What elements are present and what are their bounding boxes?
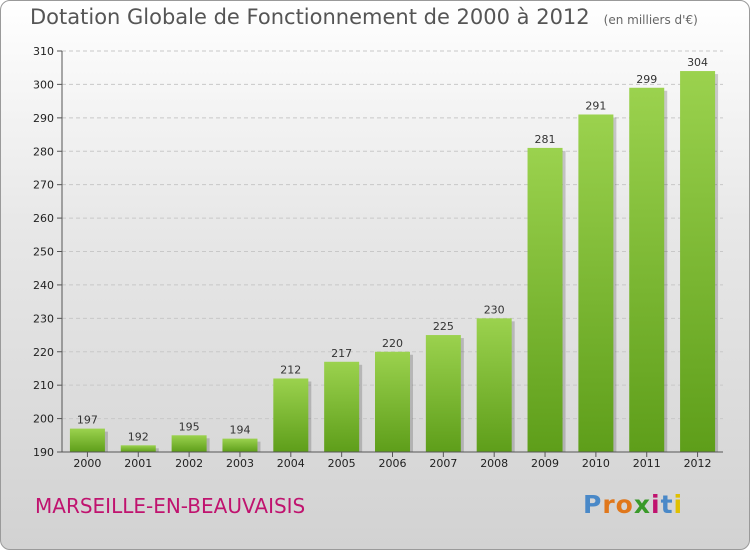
y-tick-label: 230 (33, 312, 54, 325)
x-tick-label: 2000 (73, 457, 101, 470)
data-label: 194 (229, 424, 250, 437)
bar-2012 (680, 71, 716, 453)
chart-title: Dotation Globale de Fonctionnement de 20… (30, 5, 698, 29)
data-label: 291 (585, 99, 606, 112)
logo-letter: t (660, 490, 674, 519)
bar-2010 (578, 114, 614, 452)
x-tick-label: 2008 (480, 457, 508, 470)
data-label: 195 (179, 420, 200, 433)
bar-2000 (69, 428, 105, 452)
x-tick-label: 2005 (328, 457, 356, 470)
x-tick-label: 2010 (582, 457, 610, 470)
y-tick-label: 270 (33, 179, 54, 192)
y-tick-label: 200 (33, 413, 54, 426)
bar-2005 (324, 361, 360, 452)
data-label: 220 (382, 337, 403, 350)
proxiti-logo[interactable]: Proxiti (583, 490, 683, 519)
x-tick-label: 2006 (379, 457, 407, 470)
logo-letter: P (583, 490, 603, 519)
bar-2003 (222, 438, 258, 452)
data-label: 217 (331, 347, 352, 360)
bar-2002 (171, 435, 207, 452)
data-label: 197 (77, 414, 98, 427)
y-tick-label: 290 (33, 112, 54, 125)
commune-name: MARSEILLE-EN-BEAUVAISIS (35, 494, 306, 518)
x-tick-label: 2001 (124, 457, 152, 470)
logo-letter: i (651, 490, 661, 519)
y-tick-label: 250 (33, 246, 54, 259)
x-tick-label: 2011 (633, 457, 661, 470)
title-text: Dotation Globale de Fonctionnement de 20… (30, 5, 590, 29)
logo-letter: i (673, 490, 684, 519)
y-tick-label: 280 (33, 145, 54, 158)
bar-2001 (120, 445, 156, 452)
data-label: 212 (280, 363, 301, 376)
bar-2008 (476, 318, 512, 452)
y-tick-label: 260 (33, 212, 54, 225)
x-tick-label: 2004 (277, 457, 305, 470)
y-tick-label: 190 (33, 446, 54, 459)
x-tick-label: 2009 (531, 457, 559, 470)
bar-2004 (273, 378, 309, 452)
x-tick-label: 2012 (684, 457, 712, 470)
data-label: 192 (128, 430, 149, 443)
bar-2009 (527, 147, 563, 453)
y-tick-label: 210 (33, 379, 54, 392)
x-tick-label: 2002 (175, 457, 203, 470)
y-tick-label: 310 (33, 45, 54, 58)
logo-letter: x (633, 490, 651, 519)
bar-2011 (629, 87, 665, 452)
logo-letter: r (602, 490, 616, 519)
data-label: 281 (535, 133, 556, 146)
logo-letter: o (615, 490, 634, 519)
y-tick-label: 300 (33, 78, 54, 91)
x-tick-label: 2003 (226, 457, 254, 470)
data-label: 230 (484, 303, 505, 316)
data-label: 225 (433, 320, 454, 333)
data-label: 304 (687, 56, 708, 69)
chart-subtitle: (en milliers d'€) (603, 13, 698, 27)
bar-2007 (425, 335, 461, 452)
bar-2006 (375, 351, 410, 452)
data-label: 299 (636, 73, 657, 86)
y-tick-label: 220 (33, 346, 54, 359)
y-tick-label: 240 (33, 279, 54, 292)
x-tick-label: 2007 (429, 457, 457, 470)
